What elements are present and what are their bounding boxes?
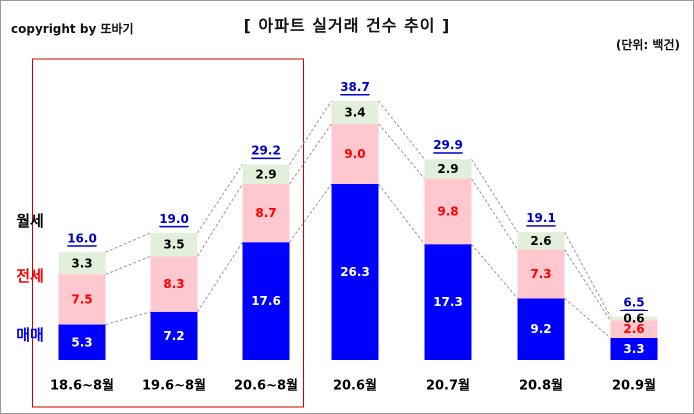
data-label: 2.9 xyxy=(437,162,458,176)
data-label: 26.3 xyxy=(340,265,370,279)
connector-line xyxy=(197,183,243,257)
bar-sale xyxy=(610,337,658,360)
connector-line xyxy=(197,164,243,234)
data-label: 9.0 xyxy=(344,147,365,161)
connector-line xyxy=(564,249,611,321)
bar-sale xyxy=(242,242,290,360)
bar-monthly-rent xyxy=(331,101,379,124)
bar-sale xyxy=(517,298,565,360)
data-label: 17.6 xyxy=(251,294,281,308)
connector-line xyxy=(105,311,151,326)
copyright-text: copyright by 또바기 xyxy=(11,22,134,36)
x-tick-label: 20.6월 xyxy=(333,378,377,394)
bar-jeonse xyxy=(150,256,198,312)
data-label: 7.2 xyxy=(163,329,184,343)
data-label: 0.6 xyxy=(623,312,644,326)
connector-line xyxy=(289,183,332,243)
data-label: 2.9 xyxy=(255,167,276,181)
connector-line xyxy=(564,231,611,317)
connector-line xyxy=(378,123,425,179)
data-label: 7.3 xyxy=(530,267,551,281)
highlight-box xyxy=(32,58,304,408)
data-label: 9.2 xyxy=(530,322,551,336)
bar-sale xyxy=(424,244,472,360)
bar-monthly-rent xyxy=(517,232,565,250)
bar-sale xyxy=(331,184,379,360)
connector-line xyxy=(564,298,611,339)
x-tick-label: 18.6~8월 xyxy=(50,378,114,394)
x-tick-label: 19.6~8월 xyxy=(142,378,206,394)
bar-jeonse xyxy=(610,320,658,338)
bar-sale xyxy=(58,324,106,360)
data-label: 7.5 xyxy=(71,292,92,306)
total-label: 19.1 xyxy=(526,211,556,225)
data-label: 3.5 xyxy=(163,238,184,252)
data-label: 3.3 xyxy=(71,256,92,270)
connector-line xyxy=(378,100,425,160)
connector-line xyxy=(471,158,518,233)
bar-monthly-rent xyxy=(58,252,106,275)
connector-line xyxy=(289,123,332,185)
series-label-jeonse: 전세 xyxy=(16,267,44,285)
series-label-monthly-rent: 월세 xyxy=(16,212,44,230)
connector-line xyxy=(105,255,151,275)
data-label: 3.3 xyxy=(623,342,644,356)
x-tick-label: 20.9월 xyxy=(612,378,656,394)
total-label: 6.5 xyxy=(623,296,644,310)
data-label: 5.3 xyxy=(71,335,92,349)
bar-jeonse xyxy=(58,274,106,325)
x-tick-label: 20.8월 xyxy=(519,378,563,394)
data-label: 17.3 xyxy=(433,295,463,309)
bar-jeonse xyxy=(331,123,379,184)
connector-line xyxy=(289,100,332,165)
total-label: 29.2 xyxy=(251,144,281,158)
bar-jeonse xyxy=(242,184,290,243)
data-label: 2.6 xyxy=(530,234,551,248)
bar-monthly-rent xyxy=(242,164,290,184)
total-label: 38.7 xyxy=(340,80,370,94)
unit-label: (단위: 백건) xyxy=(615,38,680,52)
data-label: 2.6 xyxy=(623,322,644,336)
bar-monthly-rent xyxy=(424,159,472,179)
connector-line xyxy=(105,232,151,253)
bar-jeonse xyxy=(424,178,472,245)
chart-title: [ 아파트 실거래 건수 추이 ] xyxy=(243,16,451,35)
bar-monthly-rent xyxy=(150,232,198,257)
data-label: 9.8 xyxy=(437,204,458,218)
connector-line xyxy=(378,183,425,245)
total-label: 19.0 xyxy=(159,212,189,226)
data-label: 8.3 xyxy=(163,277,184,291)
connector-line xyxy=(471,243,518,299)
total-label: 16.0 xyxy=(67,231,97,245)
data-label: 8.7 xyxy=(255,206,276,220)
bar-sale xyxy=(150,311,198,360)
connector-line xyxy=(197,241,243,313)
series-label-sale: 매매 xyxy=(16,326,44,344)
connector-line xyxy=(471,178,518,250)
bar-jeonse xyxy=(517,249,565,299)
x-tick-label: 20.6~8월 xyxy=(234,378,298,394)
data-label: 3.4 xyxy=(344,105,365,119)
x-tick-label: 20.7월 xyxy=(426,378,470,394)
bar-monthly-rent xyxy=(610,316,658,321)
total-label: 29.9 xyxy=(433,138,463,152)
